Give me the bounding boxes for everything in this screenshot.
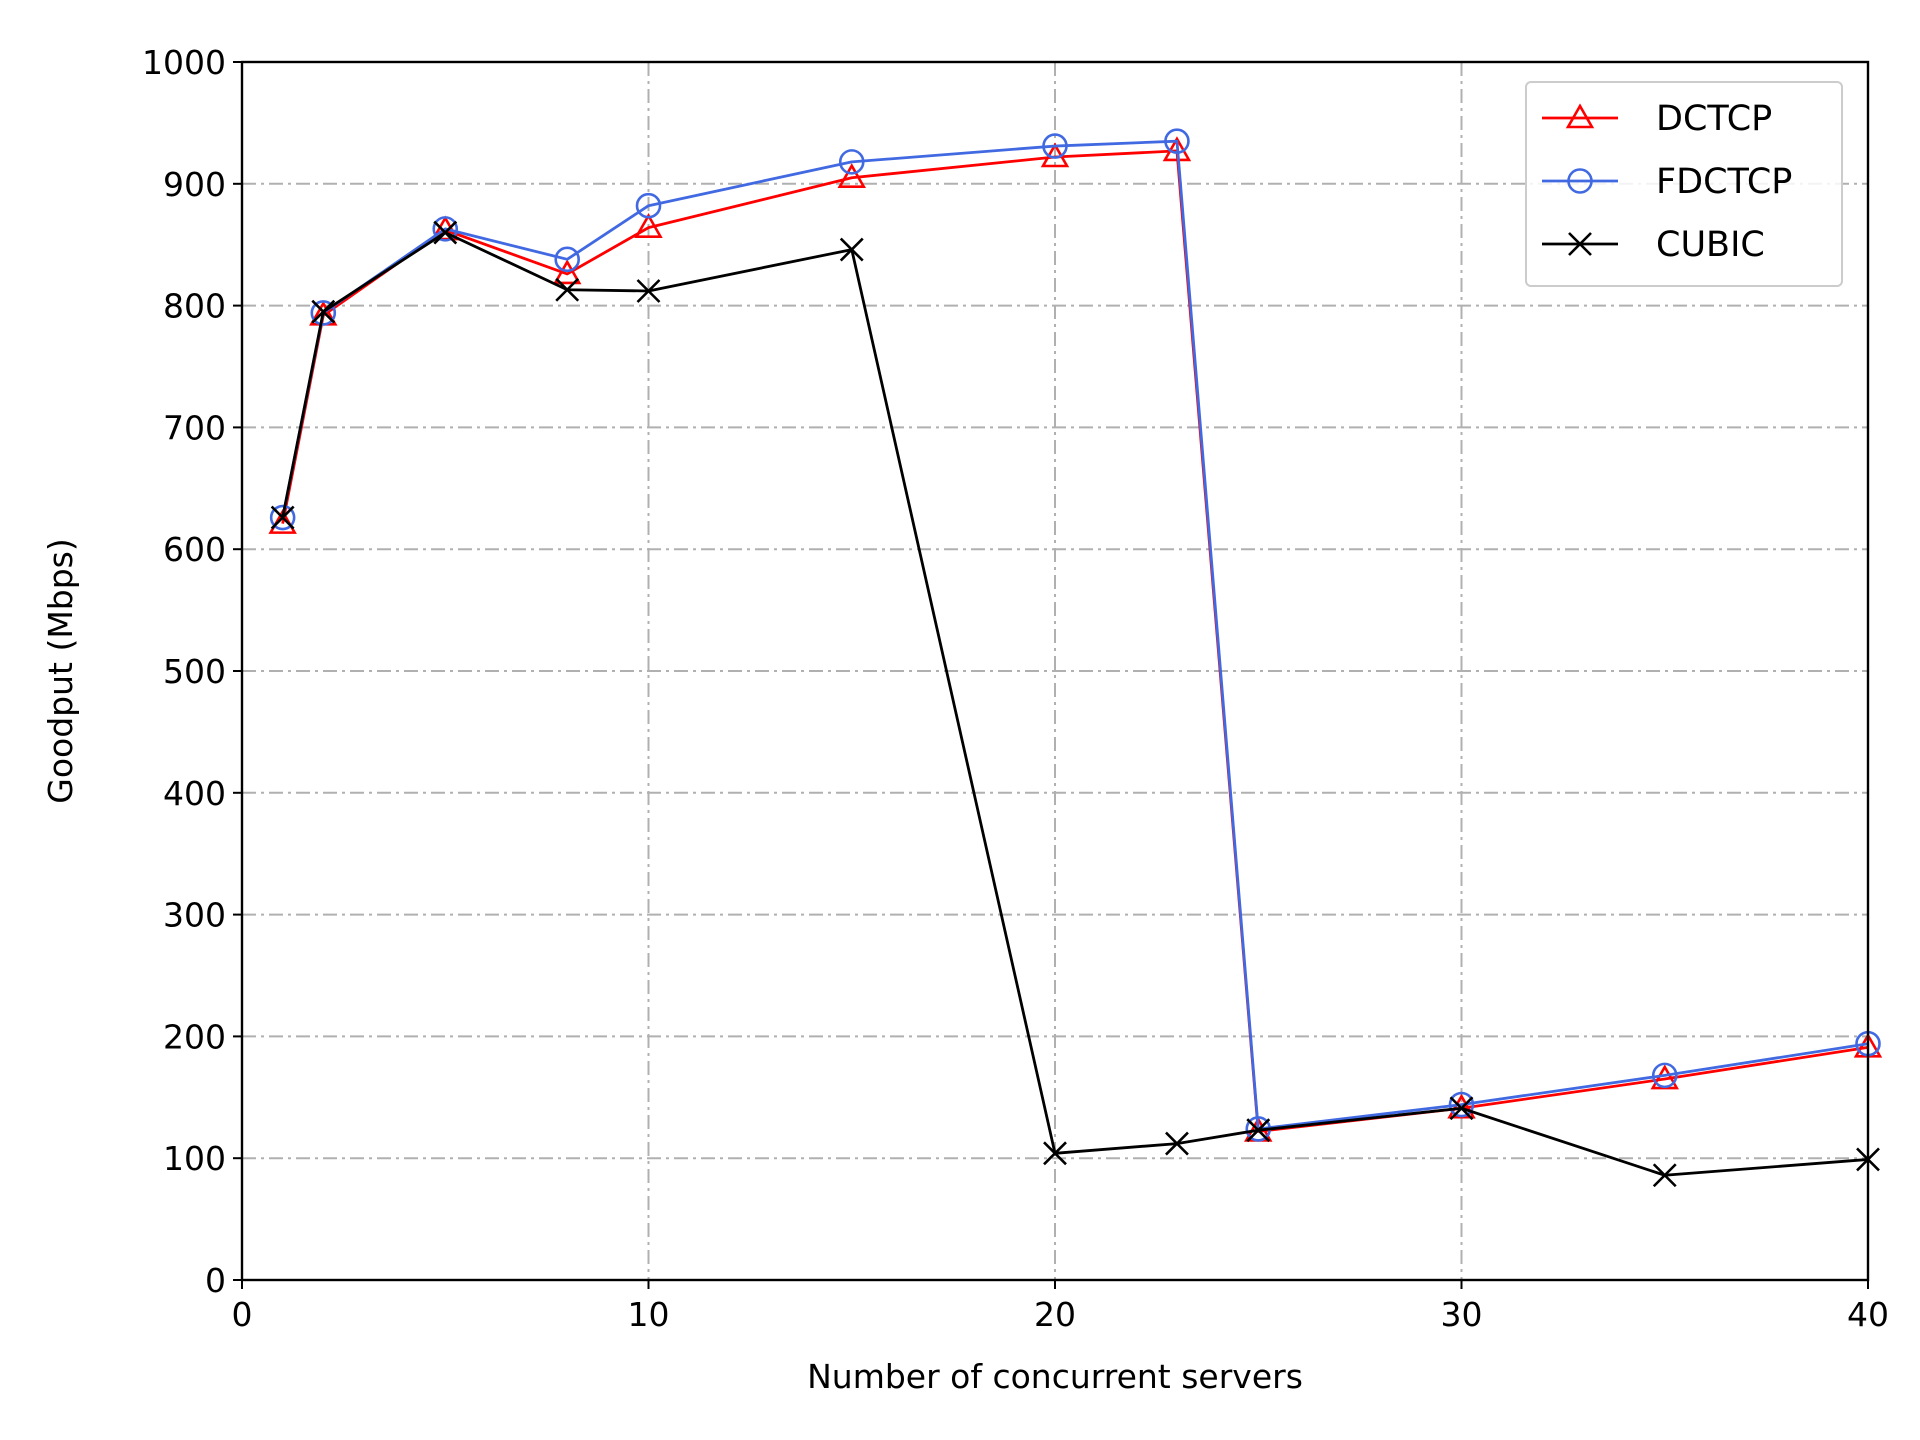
legend-item-fdctcp: FDCTCP: [1542, 162, 1792, 202]
data-point-fdctcp: [1042, 133, 1068, 159]
x-tick-label: 10: [628, 1295, 670, 1334]
series-fdctcp: [269, 128, 1881, 1142]
data-point-cubic: [555, 277, 580, 302]
data-point-cubic: [1246, 1118, 1271, 1143]
y-tick-label: 1000: [142, 43, 226, 82]
legend-marker-dctcp: [1565, 103, 1595, 129]
x-tick-label: 30: [1441, 1295, 1483, 1334]
data-point-cubic: [636, 279, 661, 303]
series-cubic: [270, 220, 1880, 1188]
legend: DCTCP FDCTCP CUBIC: [1525, 81, 1843, 287]
legend-label: CUBIC: [1656, 225, 1765, 265]
legend-item-cubic: CUBIC: [1542, 225, 1765, 265]
data-point-cubic: [1449, 1096, 1474, 1121]
data-point-fdctcp: [838, 149, 865, 175]
data-point-cubic: [1043, 1141, 1067, 1166]
data-point-dctcp: [1162, 136, 1192, 162]
data-point-fdctcp: [635, 192, 662, 219]
y-tick-label: 0: [205, 1261, 226, 1300]
y-tick-label: 900: [163, 165, 226, 204]
series-layer: [268, 128, 1883, 1188]
data-point-cubic: [1165, 1131, 1189, 1156]
y-tick-label: 500: [163, 652, 226, 691]
data-point-dctcp: [634, 213, 663, 238]
y-tick-label: 100: [163, 1139, 226, 1178]
y-tick-label: 200: [163, 1017, 226, 1056]
y-tick-label: 800: [163, 287, 226, 326]
legend-box: [1525, 81, 1843, 287]
y-tick-label: 300: [163, 896, 226, 935]
x-tick-label: 20: [1034, 1295, 1076, 1334]
data-point-cubic: [839, 237, 864, 262]
legend-label: DCTCP: [1656, 99, 1772, 139]
y-axis-label: Goodput (Mbps): [41, 538, 80, 804]
data-point-cubic: [1652, 1163, 1677, 1188]
data-point-dctcp: [837, 163, 866, 189]
legend-label: FDCTCP: [1656, 162, 1792, 202]
data-point-fdctcp: [1651, 1062, 1678, 1089]
x-tick-label: 40: [1847, 1295, 1889, 1334]
data-point-cubic: [311, 299, 336, 324]
y-tick-label: 700: [163, 408, 226, 447]
series-line-fdctcp: [281, 139, 1869, 1131]
data-point-fdctcp: [1448, 1091, 1475, 1118]
data-point-fdctcp: [432, 216, 459, 242]
x-tick-label: 0: [232, 1295, 253, 1334]
axis-ticks: 0 10 20 30 400100200300400500600700800900100…: [142, 43, 1889, 1334]
data-point-cubic: [270, 505, 295, 530]
data-point-fdctcp: [269, 504, 296, 531]
legend-item-dctcp: DCTCP: [1542, 99, 1772, 139]
series-line-cubic: [281, 231, 1869, 1177]
y-tick-label: 600: [163, 530, 226, 569]
data-point-fdctcp: [554, 246, 581, 273]
legend-marker-cubic: [1568, 232, 1592, 256]
data-point-dctcp: [552, 259, 582, 285]
data-point-fdctcp: [310, 300, 337, 326]
x-axis-label: Number of concurrent servers: [807, 1357, 1303, 1396]
y-tick-label: 400: [163, 774, 226, 813]
legend-marker-fdctcp: [1567, 168, 1593, 194]
data-point-cubic: [433, 220, 458, 245]
data-point-fdctcp: [1164, 128, 1190, 154]
